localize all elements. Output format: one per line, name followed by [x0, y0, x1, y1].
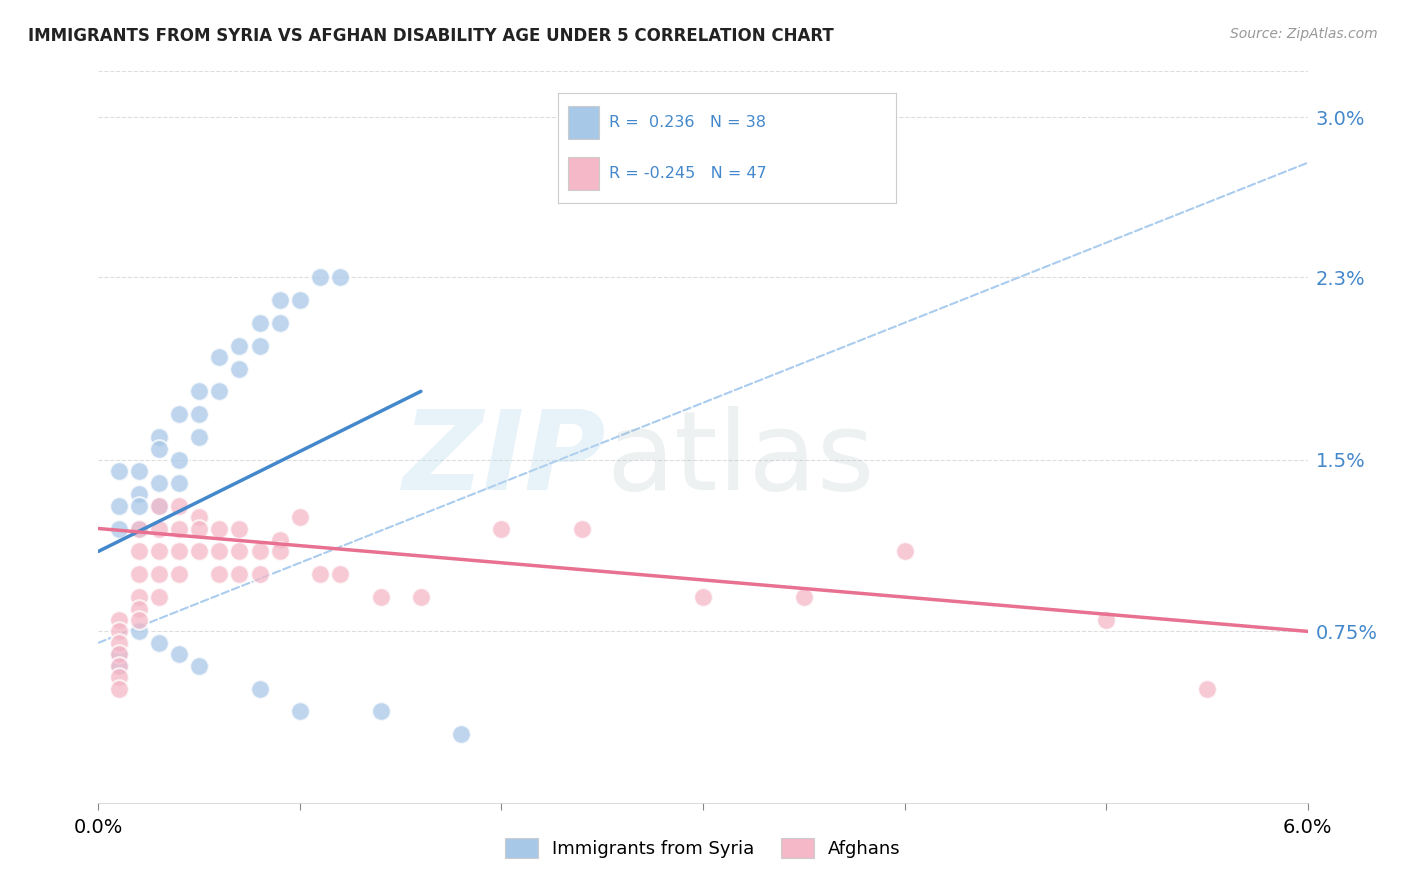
Point	[409, 590, 432, 604]
Point	[228, 567, 250, 582]
Point	[128, 487, 150, 501]
Point	[692, 590, 714, 604]
Point	[188, 510, 211, 524]
Point	[329, 567, 352, 582]
Point	[148, 475, 170, 490]
Point	[148, 590, 170, 604]
Text: atlas: atlas	[606, 406, 875, 513]
Point	[167, 521, 190, 535]
Point	[188, 407, 211, 421]
Point	[793, 590, 815, 604]
Point	[269, 293, 291, 307]
Text: ZIP: ZIP	[402, 406, 606, 513]
Point	[167, 567, 190, 582]
Point	[228, 521, 250, 535]
Point	[148, 636, 170, 650]
Point	[128, 544, 150, 558]
Point	[107, 636, 129, 650]
Point	[249, 544, 271, 558]
Point	[128, 521, 150, 535]
Point	[208, 567, 231, 582]
Point	[208, 521, 231, 535]
Point	[269, 533, 291, 547]
Point	[288, 705, 311, 719]
Point	[107, 681, 129, 696]
Point	[107, 658, 129, 673]
Point	[269, 316, 291, 330]
Point	[370, 590, 392, 604]
Point	[107, 647, 129, 661]
Point	[167, 453, 190, 467]
Point	[128, 601, 150, 615]
Point	[148, 430, 170, 444]
Point	[128, 499, 150, 513]
Point	[148, 442, 170, 456]
Point	[249, 338, 271, 352]
Point	[128, 567, 150, 582]
Point	[1195, 681, 1218, 696]
Point	[128, 590, 150, 604]
Point	[309, 270, 332, 285]
Point	[128, 613, 150, 627]
Text: IMMIGRANTS FROM SYRIA VS AFGHAN DISABILITY AGE UNDER 5 CORRELATION CHART: IMMIGRANTS FROM SYRIA VS AFGHAN DISABILI…	[28, 27, 834, 45]
Point	[228, 361, 250, 376]
Point	[148, 499, 170, 513]
Point	[228, 544, 250, 558]
Point	[208, 350, 231, 364]
Point	[107, 499, 129, 513]
Point	[309, 567, 332, 582]
Point	[167, 407, 190, 421]
Point	[128, 624, 150, 639]
Point	[249, 567, 271, 582]
Point	[893, 544, 915, 558]
Point	[249, 681, 271, 696]
Point	[329, 270, 352, 285]
Point	[188, 430, 211, 444]
Point	[167, 499, 190, 513]
Point	[249, 316, 271, 330]
Point	[208, 384, 231, 399]
Point	[1095, 613, 1118, 627]
Point	[148, 544, 170, 558]
Point	[288, 293, 311, 307]
Point	[107, 521, 129, 535]
Point	[167, 647, 190, 661]
Point	[107, 464, 129, 478]
Point	[228, 338, 250, 352]
Point	[107, 613, 129, 627]
Point	[188, 544, 211, 558]
Point	[128, 521, 150, 535]
Point	[167, 475, 190, 490]
Point	[148, 499, 170, 513]
Point	[128, 464, 150, 478]
Point	[107, 658, 129, 673]
Point	[370, 705, 392, 719]
Point	[148, 567, 170, 582]
Point	[148, 521, 170, 535]
Point	[107, 647, 129, 661]
Point	[571, 521, 593, 535]
Legend: Immigrants from Syria, Afghans: Immigrants from Syria, Afghans	[496, 829, 910, 867]
Point	[288, 510, 311, 524]
Point	[491, 521, 513, 535]
Point	[188, 521, 211, 535]
Point	[107, 624, 129, 639]
Point	[107, 670, 129, 684]
Point	[188, 384, 211, 399]
Point	[167, 544, 190, 558]
Point	[269, 544, 291, 558]
Point	[208, 544, 231, 558]
Point	[450, 727, 472, 741]
Point	[188, 658, 211, 673]
Text: Source: ZipAtlas.com: Source: ZipAtlas.com	[1230, 27, 1378, 41]
